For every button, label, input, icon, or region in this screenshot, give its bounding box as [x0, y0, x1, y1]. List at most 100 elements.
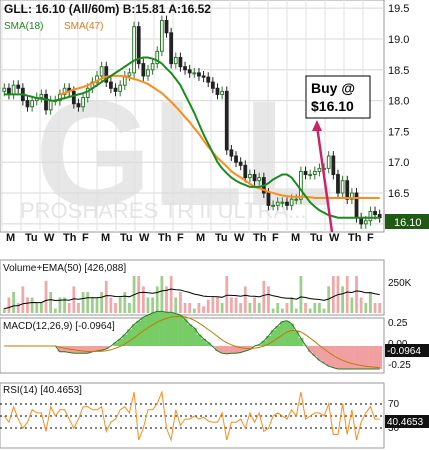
macd-bar — [321, 346, 327, 364]
volume-bar — [359, 297, 363, 313]
macd-bar — [219, 346, 225, 354]
volume-bar — [183, 303, 187, 313]
volume-tick: 250K — [388, 278, 412, 289]
volume-bar — [216, 297, 219, 313]
volume-bar — [90, 297, 94, 313]
price-axis-ticks: 19.519.018.518.017.517.016.516.0 — [388, 3, 409, 231]
macd-line — [4, 310, 380, 370]
day-label: Tu — [215, 232, 228, 244]
candle-body — [48, 100, 53, 111]
volume-bar — [137, 276, 141, 313]
macd-bar — [168, 312, 174, 346]
volume-bar — [313, 303, 317, 313]
volume-bar — [243, 286, 247, 313]
volume-bar — [318, 303, 321, 313]
volume-bar — [12, 291, 15, 313]
volume-bar — [211, 297, 215, 313]
macd-bar — [80, 346, 86, 354]
candle-body — [340, 180, 345, 194]
candle-body — [331, 155, 336, 176]
day-label: M — [6, 232, 15, 244]
day-label: W — [44, 232, 55, 244]
volume-bars — [2, 276, 382, 313]
day-label: W — [329, 232, 340, 244]
volume-bar — [21, 286, 25, 313]
price-tick-label: 16.5 — [388, 188, 409, 200]
candle-body — [215, 87, 220, 95]
macd-value-tag — [385, 344, 429, 357]
volume-ema-line — [4, 288, 380, 310]
day-label: F — [177, 232, 184, 244]
day-label: M — [101, 232, 110, 244]
volume-bar — [373, 303, 377, 313]
day-label: F — [367, 232, 374, 244]
candle-body — [275, 201, 280, 206]
volume-bar — [16, 303, 20, 313]
candle-body — [44, 93, 48, 111]
macd-bar — [159, 311, 165, 346]
macd-bar — [368, 346, 373, 370]
macd-bar — [113, 342, 119, 346]
macd-bar — [136, 320, 142, 346]
macd-bar — [117, 338, 123, 346]
candle-body — [229, 149, 234, 157]
day-label: W — [234, 232, 245, 244]
volume-bar — [322, 308, 326, 313]
volume-bar — [128, 303, 131, 313]
day-label: Tu — [310, 232, 323, 244]
volume-title: Volume+EMA(50) [426,088] — [3, 263, 126, 274]
candle-body — [373, 211, 377, 216]
candle-body — [248, 174, 252, 179]
candle-body — [308, 174, 313, 177]
watermark-symbol: GLL — [35, 69, 335, 237]
volume-bar — [355, 276, 358, 313]
volume-bar — [350, 297, 354, 313]
rsi-title: RSI(14) [40.4653] — [3, 385, 82, 396]
volume-bar — [174, 297, 178, 313]
macd-value: -0.0964 — [387, 346, 421, 357]
volume-bar — [280, 308, 284, 313]
candle-body — [25, 100, 30, 108]
volume-bar — [95, 297, 99, 313]
candle-body — [238, 161, 243, 166]
candle-body — [294, 198, 299, 201]
rsi-line — [3, 390, 380, 442]
candle-body — [349, 192, 354, 200]
day-label: Tu — [25, 232, 38, 244]
macd-bar — [363, 346, 369, 370]
candle-body — [30, 100, 35, 108]
volume-bar — [192, 308, 196, 313]
candle-body — [11, 84, 16, 95]
volume-bar — [141, 286, 145, 313]
day-axis-labels: M Tu W Th F M Tu W Th F M Tu W Th F M Tu W Th F — [6, 232, 374, 244]
candle-body — [336, 174, 340, 194]
macd-signal-line — [4, 315, 380, 369]
volume-bar — [44, 280, 48, 313]
volume-bar — [304, 303, 307, 313]
candle-body — [39, 93, 44, 99]
macd-tick-bottom: -0.25 — [388, 360, 411, 371]
candle-body — [127, 72, 132, 77]
price-tick-label: 19.5 — [388, 3, 409, 15]
macd-bar — [178, 315, 183, 346]
volume-bar — [72, 286, 76, 313]
volume-bar — [63, 297, 66, 313]
macd-bar — [192, 328, 197, 346]
volume-bar — [225, 276, 229, 313]
macd-bar — [275, 325, 281, 346]
day-label: Th — [348, 232, 362, 244]
candle-body — [159, 19, 164, 52]
macd-bar — [229, 346, 234, 354]
macd-bar — [150, 312, 156, 346]
candle-body — [76, 103, 81, 108]
candle-body — [109, 81, 113, 89]
macd-bar — [154, 311, 160, 346]
macd-bar — [233, 346, 239, 354]
volume-bar — [100, 291, 104, 313]
volume-bar — [327, 286, 331, 313]
sma-fast-legend: SMA(18) — [4, 21, 43, 32]
volume-bar — [202, 306, 205, 313]
macd-bar — [289, 323, 295, 346]
candle-body — [224, 90, 229, 151]
